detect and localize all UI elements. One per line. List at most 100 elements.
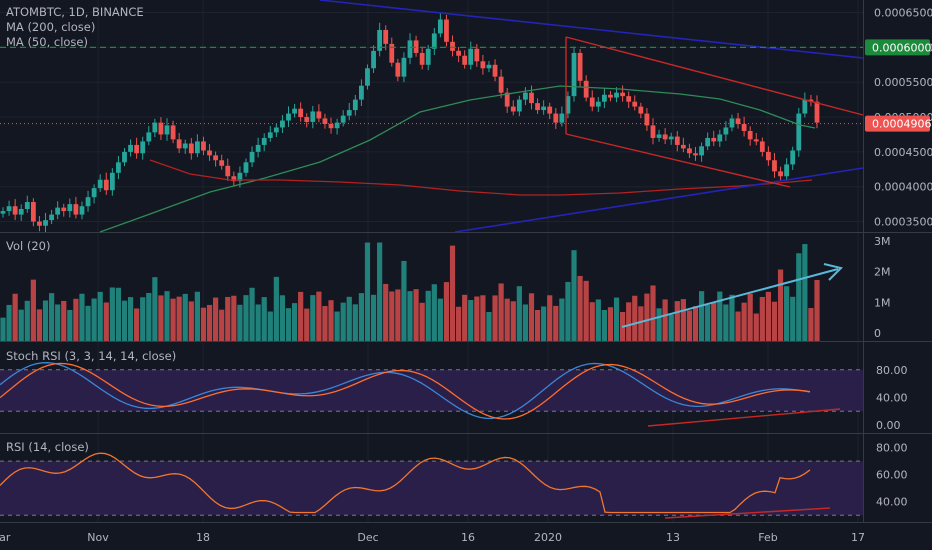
volume-bar — [146, 292, 152, 341]
ma200-label[interactable]: MA (200, close) — [6, 20, 96, 34]
volume-bar — [486, 311, 492, 341]
candle-body — [498, 76, 504, 93]
candle-body — [243, 162, 249, 173]
vol-legend[interactable]: Vol (20) — [6, 239, 51, 253]
volume-bar — [613, 297, 620, 341]
candle-body — [322, 118, 328, 125]
candle-body — [784, 164, 790, 177]
volume-bar — [389, 291, 395, 341]
volume-bar — [401, 260, 407, 341]
volume-bar — [18, 309, 24, 341]
volume-bar — [346, 296, 352, 341]
volume-bar — [30, 279, 36, 341]
stoch-legend[interactable]: Stoch RSI (3, 3, 14, 14, close) — [6, 349, 177, 363]
volume-bar — [455, 306, 462, 341]
candle-body — [529, 92, 534, 104]
candle-body — [12, 206, 18, 215]
candle-body — [182, 143, 188, 149]
volume-bar — [735, 311, 741, 341]
candle-body — [225, 165, 231, 177]
y-tick-label: 0.0004500 — [874, 146, 932, 159]
candle-body — [759, 141, 765, 152]
x-tick-label: Mar — [0, 531, 11, 544]
volume-bar — [802, 244, 808, 341]
candle-body — [267, 132, 273, 138]
candle-body — [43, 220, 48, 226]
volume-bar — [547, 295, 553, 341]
volume-bar — [206, 304, 213, 341]
volume-bar — [36, 309, 43, 341]
y-tick-label: 0.0004000 — [874, 181, 932, 194]
volume-bar — [638, 306, 644, 341]
volume-bar — [188, 301, 194, 341]
symbol-title[interactable]: ATOMBTC, 1D, BINANCE — [6, 5, 144, 19]
volume-bar — [577, 275, 583, 341]
volume-bar — [55, 304, 61, 341]
vol-tick-label: 3M — [874, 235, 891, 248]
candle-body — [170, 125, 176, 140]
candle-body — [735, 118, 741, 125]
x-tick-label: 18 — [196, 531, 210, 544]
candle-body — [280, 120, 285, 128]
volume-bar — [553, 305, 559, 341]
volume-bar — [61, 300, 67, 341]
candle-body — [103, 179, 109, 191]
ma50-label[interactable]: MA (50, close) — [6, 35, 88, 49]
x-tick-label: 16 — [461, 531, 475, 544]
volume-bar — [358, 293, 365, 341]
candle-body — [437, 19, 443, 34]
volume-bar — [759, 296, 765, 341]
volume-bar — [741, 302, 747, 341]
candle-body — [389, 43, 395, 63]
volume-bar — [304, 308, 310, 341]
candle-body — [662, 134, 668, 140]
volume-bar — [182, 293, 188, 341]
candle-body — [656, 134, 662, 138]
candle-body — [18, 209, 24, 215]
volume-bar — [219, 309, 225, 341]
candle-body — [55, 207, 61, 215]
volume-bar — [437, 298, 443, 341]
candle-body — [401, 57, 407, 77]
lower-trendline — [454, 167, 864, 233]
candle-body — [37, 221, 42, 226]
candle-body — [608, 94, 613, 98]
candle-body — [796, 113, 802, 151]
rsi-tick-label: 60.00 — [876, 469, 908, 482]
volume-bar — [310, 295, 316, 341]
candle-body — [632, 101, 638, 107]
candle-body — [201, 141, 206, 151]
volume-bar — [291, 303, 298, 341]
candle-body — [286, 113, 291, 121]
volume-bar — [425, 290, 431, 341]
volume-bar — [170, 298, 176, 341]
volume-bar — [334, 311, 340, 341]
candle-body — [359, 85, 364, 100]
volume-bar — [24, 300, 30, 341]
candle-body — [577, 52, 583, 81]
vol-tick-label: 2M — [874, 266, 891, 279]
candle-body — [176, 139, 182, 149]
channel-upper — [565, 36, 864, 116]
candle-body — [583, 80, 589, 98]
candle-body — [334, 122, 340, 129]
candle-body — [0, 211, 6, 214]
volume-bar — [298, 291, 304, 341]
volume-bar — [668, 314, 674, 341]
volume-bar — [771, 301, 778, 341]
x-tick-label: Feb — [758, 531, 777, 544]
volume-bar — [686, 310, 693, 341]
volume-bar — [328, 300, 334, 341]
volume-bar — [790, 296, 796, 341]
candle-body — [589, 97, 595, 107]
candle-body — [753, 139, 759, 142]
candle-body — [304, 117, 310, 122]
volume-bar — [407, 291, 413, 341]
rsi-legend[interactable]: RSI (14, close) — [6, 440, 89, 454]
candle-body — [6, 206, 12, 212]
volume-bar — [316, 291, 322, 341]
x-tick-label: 2020 — [534, 531, 562, 544]
candle-body — [680, 144, 686, 149]
volume-bar — [607, 307, 614, 341]
